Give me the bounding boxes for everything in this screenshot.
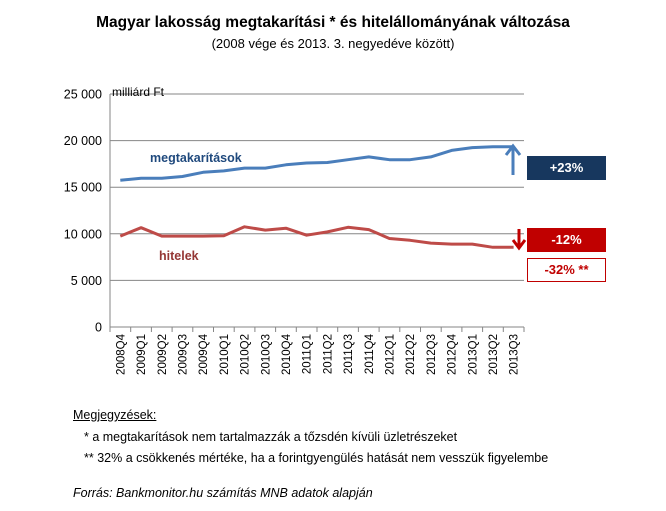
chart-subtitle: (2008 vége és 2013. 3. negyedéve között)	[211, 36, 455, 51]
notes-heading: Megjegyzések:	[73, 408, 157, 422]
x-tick-label: 2013Q3	[509, 334, 521, 375]
series-label-loans: hitelek	[159, 249, 199, 263]
badge-loans-change-fx-adjusted: -32% **	[527, 258, 606, 282]
x-tick-label: 2009Q4	[198, 333, 210, 375]
x-tick-label: 2010Q4	[281, 333, 293, 375]
chart-title: Magyar lakosság megtakarítási * és hitel…	[96, 14, 570, 31]
x-tick-label: 2010Q3	[260, 334, 272, 375]
source-text: Forrás: Bankmonitor.hu számítás MNB adat…	[73, 486, 373, 500]
x-tick-label: 2013Q2	[488, 334, 500, 375]
y-tick-label: 20 000	[64, 134, 102, 148]
x-tick-label: 2009Q3	[177, 334, 189, 375]
x-tick-label: 2013Q1	[467, 334, 479, 375]
x-tick-label: 2012Q4	[447, 333, 459, 375]
badge-savings-change: +23%	[527, 156, 606, 180]
series-line-savings	[120, 145, 514, 182]
x-tick-label: 2012Q2	[405, 334, 417, 375]
y-tick-label: 25 000	[64, 88, 102, 102]
note-2: ** 32% a csökkenés mértéke, ha a forintg…	[84, 451, 549, 465]
y-tick-label: 10 000	[64, 227, 102, 241]
x-tick-label: 2009Q2	[157, 334, 169, 375]
x-tick-label: 2012Q3	[426, 334, 438, 375]
x-tick-label: 2012Q1	[384, 334, 396, 375]
y-axis-label: milliárd Ft	[112, 85, 165, 99]
x-tick-label: 2009Q1	[136, 334, 148, 375]
y-tick-label: 15 000	[64, 181, 102, 195]
y-tick-label: 5 000	[71, 274, 102, 288]
x-tick-label: 2010Q1	[219, 334, 231, 375]
series-label-savings: megtakarítások	[150, 151, 242, 165]
x-tick-label: 2011Q3	[343, 334, 355, 374]
x-tick-label: 2010Q2	[240, 334, 252, 375]
series-line-loans	[119, 225, 514, 249]
badge-loans-change: -12%	[527, 228, 606, 252]
x-tick-label: 2011Q2	[322, 334, 334, 374]
down-arrow-head-icon	[511, 239, 527, 251]
note-1: * a megtakarítások nem tartalmazzák a tő…	[84, 430, 458, 444]
up-arrow-head-icon	[504, 143, 522, 156]
x-tick-label: 2011Q1	[302, 334, 314, 374]
x-tick-label: 2011Q4	[364, 333, 376, 374]
x-tick-label: 2008Q4	[115, 333, 127, 375]
y-tick-label: 0	[95, 321, 102, 335]
line-chart: 0 5 000 10 000 15 000 20 000 25 000 milliárd F…	[64, 85, 527, 375]
